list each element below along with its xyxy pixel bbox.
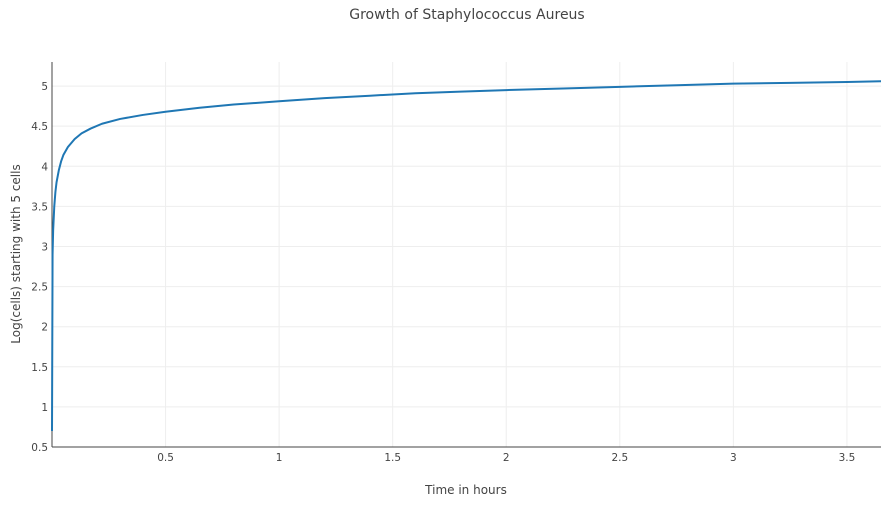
y-tick-label: 3 — [41, 241, 48, 253]
x-tick-label: 1 — [276, 452, 283, 464]
y-tick-label: 2.5 — [31, 282, 48, 294]
series-line-growth — [51, 80, 882, 431]
chart-title: Growth of Staphylococcus Aureus — [349, 7, 584, 23]
y-tick-label: 3.5 — [31, 201, 48, 213]
x-axis-label: Time in hours — [424, 483, 507, 497]
x-tick-label: 2.5 — [611, 452, 628, 464]
grid — [52, 62, 881, 448]
y-axis-label: Log(cells) starting with 5 cells — [9, 164, 23, 343]
x-tick-label: 1.5 — [384, 452, 401, 464]
y-tick-label: 1 — [41, 402, 48, 414]
x-tick-label: 3 — [730, 452, 737, 464]
y-tick-label: 1.5 — [31, 362, 48, 374]
y-tick-label: 2 — [41, 322, 48, 334]
y-axis-ticks: 0.5 1 1.5 2 2.5 3 3.5 4 4.5 5 — [31, 81, 48, 454]
x-tick-label: 2 — [503, 452, 510, 464]
x-tick-label: 0.5 — [157, 452, 174, 464]
x-tick-label: 3.5 — [839, 452, 856, 464]
y-tick-label: 0.5 — [31, 442, 48, 454]
y-tick-label: 4.5 — [31, 121, 48, 133]
x-axis-ticks: 0.5 1 1.5 2 2.5 3 3.5 — [157, 452, 855, 464]
y-tick-label: 5 — [41, 81, 48, 93]
y-tick-label: 4 — [41, 161, 48, 173]
